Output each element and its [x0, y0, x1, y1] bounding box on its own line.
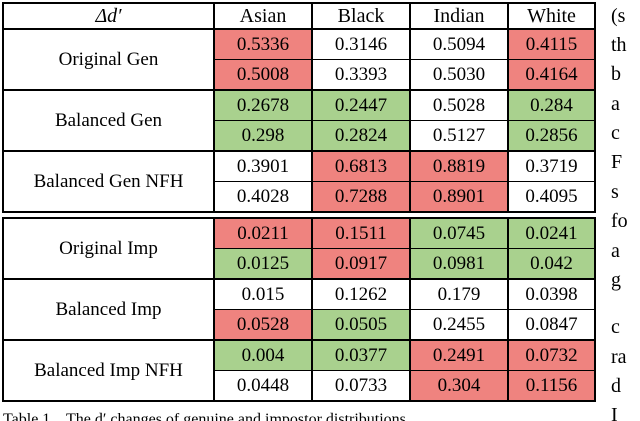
value-cell: 0.0917	[311, 248, 410, 279]
value-cell: 0.0398	[507, 278, 595, 310]
value-cell: 0.284	[507, 89, 595, 121]
value-cell: 0.3719	[507, 150, 595, 182]
value-cell: 0.0733	[311, 370, 410, 401]
adjacent-column-text-fragment: c	[611, 122, 620, 144]
value-cell: 0.304	[409, 370, 508, 401]
value-cell: 0.179	[409, 278, 508, 310]
header-row: Δd′ Asian Black Indian White	[2, 2, 595, 29]
value-cell: 0.0732	[507, 339, 595, 371]
value-cell: 0.5008	[213, 59, 312, 90]
value-cell: 0.042	[507, 248, 595, 279]
table-row: Original Imp 0.0211 0.1511 0.0745 0.0241	[2, 217, 595, 279]
delta-d-prime-header: Δd′	[2, 2, 214, 29]
adjacent-column-text-fragment: c	[611, 316, 620, 338]
row-group-label-balanced-gen: Balanced Gen	[2, 89, 214, 151]
value-cell: 0.4164	[507, 59, 595, 90]
value-cell: 0.2824	[311, 120, 410, 151]
adjacent-column-text-fragment: fo	[611, 210, 628, 232]
value-cell: 0.2678	[213, 89, 312, 121]
value-cell: 0.1156	[507, 370, 595, 401]
adjacent-column-text-fragment: g	[611, 269, 621, 291]
adjacent-column-text-fragment: I	[611, 404, 618, 421]
value-cell: 0.015	[213, 278, 312, 310]
table-row: Balanced Gen 0.2678 0.2447 0.5028 0.284	[2, 89, 595, 151]
value-cell: 0.1511	[311, 217, 410, 249]
table-row: 0.298 0.2824 0.5127 0.2856	[3, 120, 595, 151]
row-group-label-balanced-gen-nfh: Balanced Gen NFH	[2, 150, 214, 212]
value-cell: 0.0528	[213, 309, 312, 340]
adjacent-column-text-fragment: F	[611, 151, 623, 173]
adjacent-column-text-fragment: ra	[611, 346, 627, 368]
adjacent-column-text-fragment: th	[611, 34, 627, 56]
table-row: 0.0125 0.0917 0.0981 0.042	[3, 248, 595, 279]
value-cell: 0.4028	[213, 181, 312, 212]
value-cell: 0.0241	[507, 217, 595, 249]
value-cell: 0.5094	[409, 28, 508, 60]
value-cell: 0.2491	[409, 339, 508, 371]
value-cell: 0.3901	[213, 150, 312, 182]
table-row: Balanced Gen NFH 0.3901 0.6813 0.8819 0.…	[2, 150, 595, 212]
value-cell: 0.5336	[213, 28, 312, 60]
table-caption: Table 1. The d′ changes of genuine and i…	[3, 411, 406, 421]
column-header-black: Black	[311, 2, 410, 29]
adjacent-column-text-fragment: a	[611, 240, 620, 262]
gen-section-table: Δd′ Asian Black Indian White Original Ge…	[2, 2, 596, 213]
column-header-asian: Asian	[213, 2, 312, 29]
value-cell: 0.8901	[409, 181, 508, 212]
value-cell: 0.3146	[311, 28, 410, 60]
value-cell: 0.2455	[409, 309, 508, 340]
imp-section-table: Original Imp 0.0211 0.1511 0.0745 0.0241…	[2, 217, 596, 402]
column-header-white: White	[507, 2, 595, 29]
value-cell: 0.0505	[311, 309, 410, 340]
value-cell: 0.5127	[409, 120, 508, 151]
adjacent-column-text-fragment: a	[611, 93, 620, 115]
row-group-label-balanced-imp: Balanced Imp	[2, 278, 214, 340]
value-cell: 0.004	[213, 339, 312, 371]
value-cell: 0.5028	[409, 89, 508, 121]
table-row: Balanced Imp NFH 0.004 0.0377 0.2491 0.0…	[2, 339, 595, 401]
value-cell: 0.0847	[507, 309, 595, 340]
value-cell: 0.298	[213, 120, 312, 151]
adjacent-column-text-fragment: (s	[611, 5, 626, 27]
table-row: 0.0528 0.0505 0.2455 0.0847	[3, 309, 595, 340]
value-cell: 0.7288	[311, 181, 410, 212]
value-cell: 0.6813	[311, 150, 410, 182]
row-group-label-balanced-imp-nfh: Balanced Imp NFH	[2, 339, 214, 401]
value-cell: 0.0745	[409, 217, 508, 249]
value-cell: 0.0448	[213, 370, 312, 401]
table-row: 0.4028 0.7288 0.8901 0.4095	[3, 181, 595, 212]
value-cell: 0.0211	[213, 217, 312, 249]
value-cell: 0.2856	[507, 120, 595, 151]
value-cell: 0.4115	[507, 28, 595, 60]
table-row: 0.0448 0.0733 0.304 0.1156	[3, 370, 595, 401]
column-header-indian: Indian	[409, 2, 508, 29]
value-cell: 0.0981	[409, 248, 508, 279]
value-cell: 0.0377	[311, 339, 410, 371]
table-row: Original Gen 0.5336 0.3146 0.5094 0.4115	[2, 28, 595, 90]
value-cell: 0.3393	[311, 59, 410, 90]
table-row: Balanced Imp 0.015 0.1262 0.179 0.0398	[2, 278, 595, 340]
value-cell: 0.5030	[409, 59, 508, 90]
adjacent-column-text-fragment: s	[611, 181, 619, 203]
value-cell: 0.8819	[409, 150, 508, 182]
row-group-label-original-gen: Original Gen	[2, 28, 214, 90]
value-cell: 0.2447	[311, 89, 410, 121]
adjacent-column-text-fragment: d	[611, 375, 621, 397]
row-group-label-original-imp: Original Imp	[2, 217, 214, 279]
adjacent-column-text: (s th b a c F s fo a g c ra d I	[611, 0, 640, 421]
adjacent-column-text-fragment: b	[611, 63, 621, 85]
value-cell: 0.0125	[213, 248, 312, 279]
value-cell: 0.4095	[507, 181, 595, 212]
value-cell: 0.1262	[311, 278, 410, 310]
table-row: 0.5008 0.3393 0.5030 0.4164	[3, 59, 595, 90]
delta-dprime-table: Δd′ Asian Black Indian White Original Ge…	[2, 2, 596, 402]
